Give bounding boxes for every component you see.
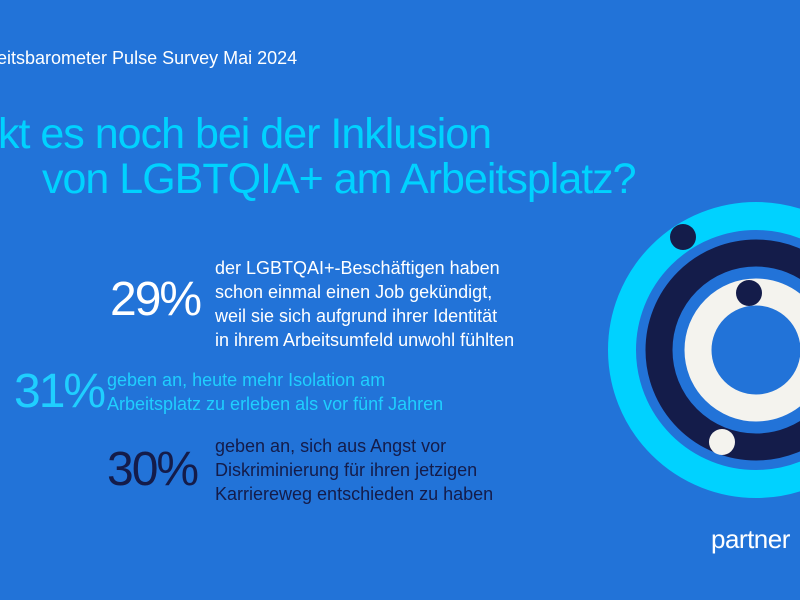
stat-line: weil sie sich aufgrund ihrer Identität <box>215 306 498 326</box>
stat-line: geben an, heute mehr Isolation am <box>107 370 386 390</box>
stat-value-30: 30% <box>107 443 199 496</box>
stat-value-31: 31% <box>14 365 106 418</box>
stat-line: Arbeitsplatz zu erleben als vor fünf Jah… <box>107 394 444 414</box>
outer-cyan-ring <box>608 202 800 498</box>
stat-line: Diskriminierung für ihren jetzigen <box>215 460 478 480</box>
stat-description: geben an, sich aus Angst vor Diskriminie… <box>215 434 493 506</box>
stat-line: in ihrem Arbeitsumfeld unwohl fühlten <box>215 330 515 350</box>
white-dot <box>709 429 735 455</box>
stat-line: der LGBTQAI+-Beschäftigen haben <box>215 258 500 278</box>
inner-white-ring <box>684 278 800 422</box>
stat-line: schon einmal einen Job gekündigt, <box>215 282 493 302</box>
page-title-line-2: von LGBTQIA+ am Arbeitsplatz? <box>42 155 637 203</box>
stat-value-29: 29% <box>110 273 202 326</box>
navy-dot <box>736 280 762 306</box>
stat-description: geben an, heute mehr Isolation am Arbeit… <box>107 368 443 416</box>
navy-dot <box>670 224 696 250</box>
stat-line: geben an, sich aus Angst vor <box>215 436 447 456</box>
survey-label: eitsbarometer Pulse Survey Mai 2024 <box>0 48 298 68</box>
page-title-line-1: kt es noch bei der Inklusion <box>0 110 492 158</box>
middle-navy-ring <box>645 239 800 461</box>
brand-logo: partner <box>711 524 790 554</box>
stat-line: Karriereweg entschieden zu haben <box>215 484 494 504</box>
stat-description: der LGBTQAI+-Beschäftigen haben schon ei… <box>215 256 514 352</box>
